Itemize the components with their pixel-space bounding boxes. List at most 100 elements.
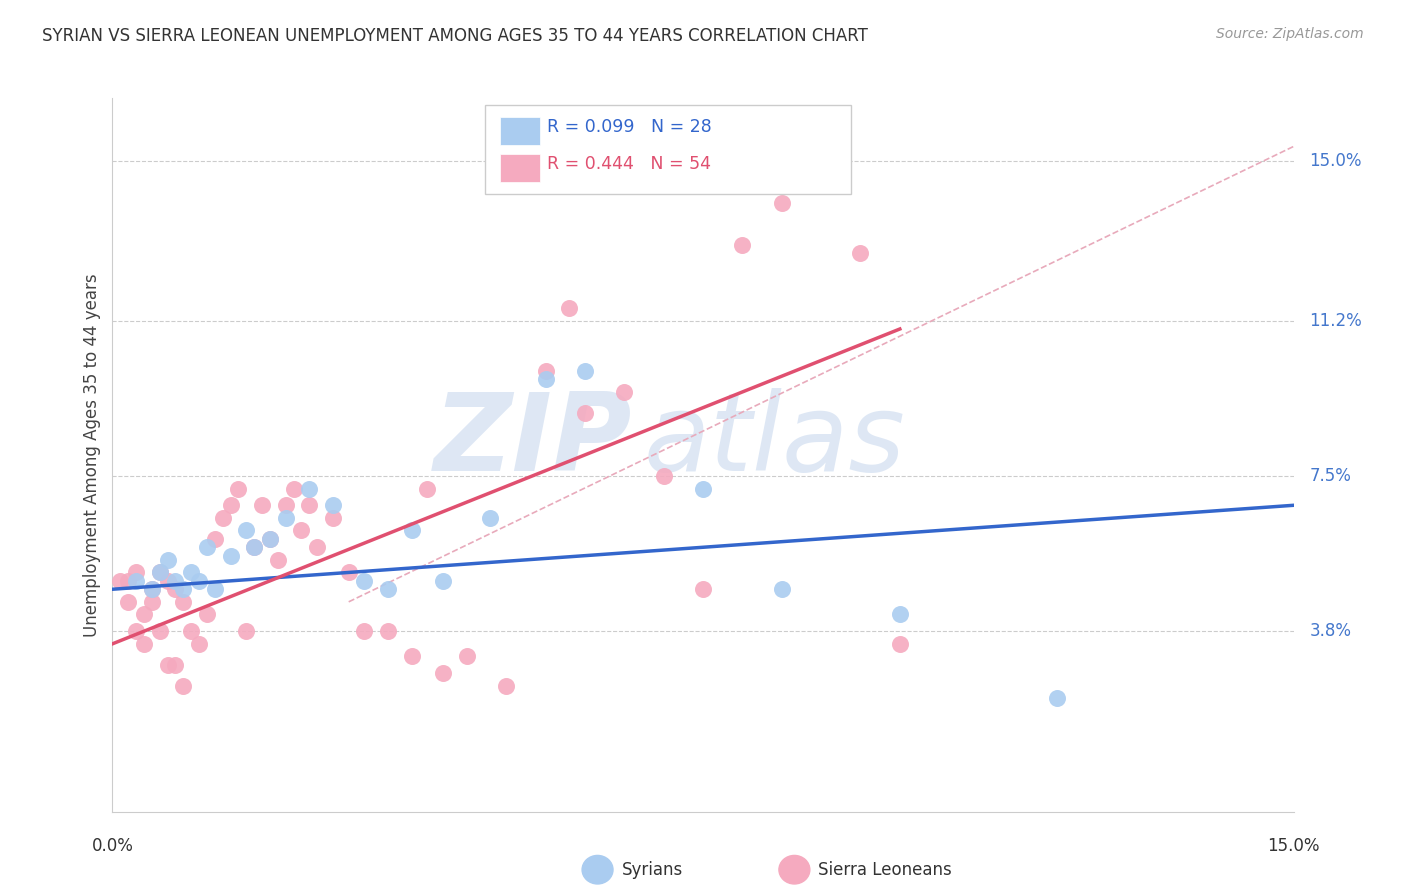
Text: Sierra Leoneans: Sierra Leoneans [818,861,952,879]
Point [141,595,163,609]
Point [235,624,257,639]
Point [250,498,273,512]
Point [692,482,714,496]
Point [132,637,155,651]
Point [613,384,636,399]
FancyBboxPatch shape [485,105,851,194]
Point [377,582,399,597]
Point [558,301,581,315]
Point [110,574,132,588]
Point [117,595,139,609]
Text: 15.0%: 15.0% [1267,837,1320,855]
Point [156,553,179,567]
Point [307,541,329,555]
Point [479,511,502,525]
Point [298,498,321,512]
Point [259,532,281,546]
Point [283,482,305,496]
Point [322,498,344,512]
Point [149,566,172,580]
FancyBboxPatch shape [501,117,540,145]
Point [180,566,202,580]
Point [534,372,557,386]
Point [810,162,832,177]
Point [353,574,375,588]
Point [337,566,360,580]
Point [195,607,218,622]
Point [290,524,312,538]
Point [117,574,139,588]
Point [1046,691,1069,706]
Text: R = 0.099   N = 28: R = 0.099 N = 28 [547,118,711,136]
Point [219,498,242,512]
Text: 11.2%: 11.2% [1309,311,1362,330]
Point [156,574,179,588]
Point [534,364,557,378]
Point [125,566,148,580]
Text: atlas: atlas [644,388,905,493]
Point [416,482,439,496]
Point [125,574,148,588]
Point [188,637,211,651]
Point [267,553,290,567]
Point [156,657,179,672]
Point [495,679,517,693]
Point [228,482,250,496]
Point [211,511,233,525]
Point [731,238,754,252]
Point [165,657,187,672]
Point [889,607,911,622]
Text: ZIP: ZIP [434,388,633,493]
Text: 0.0%: 0.0% [91,837,134,855]
Point [353,624,375,639]
Point [259,532,281,546]
Point [132,607,155,622]
Point [172,679,194,693]
Point [172,582,194,597]
Point [432,666,454,681]
Point [243,541,266,555]
Point [322,511,344,525]
Point [172,595,194,609]
Point [652,469,675,483]
Point [432,574,454,588]
Point [141,582,163,597]
Point [401,649,423,664]
Point [141,582,163,597]
Text: R = 0.444   N = 54: R = 0.444 N = 54 [547,155,711,173]
Point [889,637,911,651]
Point [204,582,226,597]
Point [770,582,793,597]
Point [692,582,714,597]
Text: Source: ZipAtlas.com: Source: ZipAtlas.com [1216,27,1364,41]
Point [165,574,187,588]
Point [401,524,423,538]
Point [219,549,242,563]
Point [456,649,478,664]
Point [235,524,257,538]
Point [243,541,266,555]
Point [204,532,226,546]
Point [574,406,596,420]
Point [770,196,793,211]
Text: 7.5%: 7.5% [1309,467,1351,485]
Y-axis label: Unemployment Among Ages 35 to 44 years: Unemployment Among Ages 35 to 44 years [83,273,101,637]
Point [165,582,187,597]
Point [274,498,297,512]
Point [149,566,172,580]
Text: Syrians: Syrians [621,861,683,879]
FancyBboxPatch shape [501,153,540,182]
Point [188,574,211,588]
Text: 3.8%: 3.8% [1309,623,1351,640]
Point [180,624,202,639]
Text: SYRIAN VS SIERRA LEONEAN UNEMPLOYMENT AMONG AGES 35 TO 44 YEARS CORRELATION CHAR: SYRIAN VS SIERRA LEONEAN UNEMPLOYMENT AM… [42,27,868,45]
Point [149,624,172,639]
Point [298,482,321,496]
Point [377,624,399,639]
Point [125,624,148,639]
Point [274,511,297,525]
Point [849,246,872,260]
Text: 15.0%: 15.0% [1309,152,1362,170]
Point [574,364,596,378]
Point [195,541,218,555]
